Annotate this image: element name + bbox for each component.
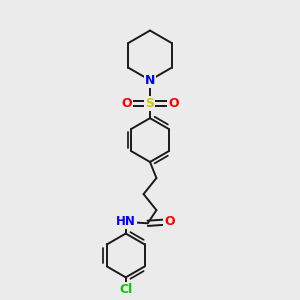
Text: HN: HN	[116, 215, 136, 228]
Text: O: O	[164, 215, 175, 228]
Text: S: S	[146, 97, 154, 110]
Text: O: O	[168, 97, 179, 110]
Text: O: O	[121, 97, 132, 110]
Text: N: N	[145, 74, 155, 87]
Text: Cl: Cl	[119, 283, 132, 296]
